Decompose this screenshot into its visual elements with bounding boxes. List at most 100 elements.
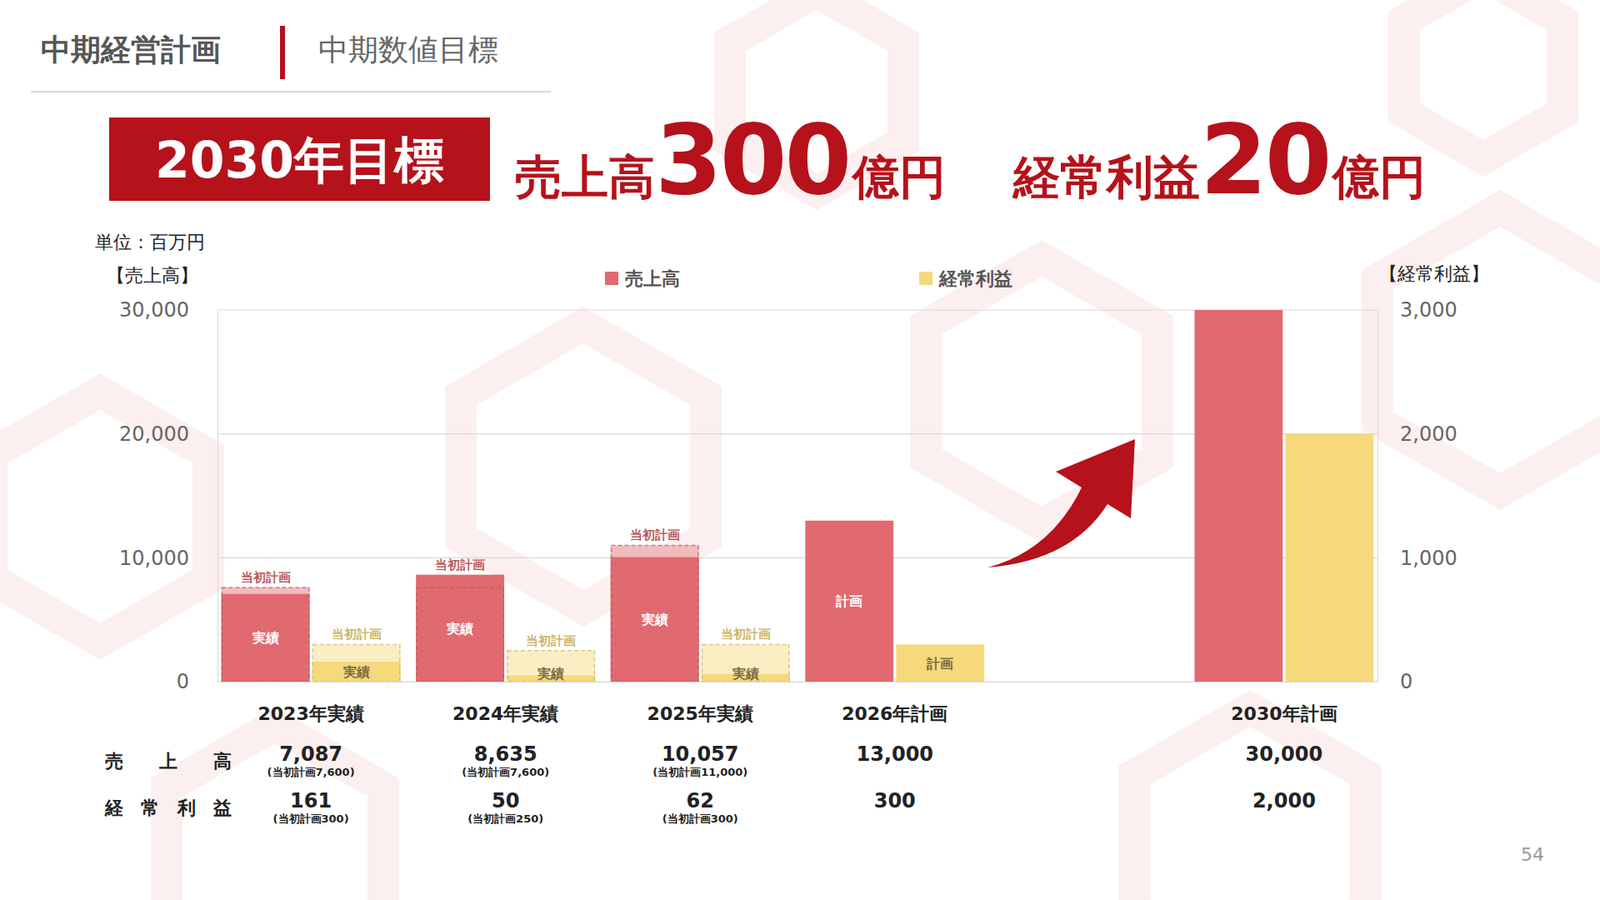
- growth-arrow: [987, 439, 1135, 568]
- tick-label: 1,000: [1400, 546, 1458, 570]
- initial-plan-bar: [221, 587, 310, 682]
- bar: [1194, 310, 1283, 682]
- y-axis-title: 【売上高】: [106, 265, 199, 286]
- initial-plan-label: 当初計画: [630, 527, 680, 543]
- tick-label: 0: [176, 670, 190, 694]
- headline-label: 売上高: [515, 150, 655, 205]
- x-axis: 2023年実績 2024年実績 2025年実績 2026年計画 2030年計画: [218, 681, 1379, 725]
- axis-tick: 0: [176, 670, 218, 694]
- row-label: 売上高: [105, 750, 232, 772]
- legend: 売上高 経常利益: [605, 268, 1013, 290]
- initial-plan-label: 当初計画: [720, 626, 771, 642]
- initial-plan-label: 当初計画: [331, 626, 382, 642]
- axis-line: [217, 310, 219, 683]
- legend-swatch: [919, 271, 933, 285]
- legend-label: 売上高: [625, 268, 680, 290]
- grid: [217, 310, 1378, 682]
- table-note: (当初計画300): [273, 812, 350, 825]
- bar-label: 計画: [925, 655, 954, 672]
- initial-plan-label: 当初計画: [240, 570, 291, 585]
- unit-note: 単位：百万円: [95, 231, 205, 253]
- axis-line: [1377, 310, 1379, 683]
- legend-swatch: [605, 271, 619, 285]
- initial-plan-label: 当初計画: [525, 633, 576, 649]
- table-note: (当初計画11,000): [652, 765, 748, 779]
- initial-plan-outline: [507, 650, 595, 682]
- initial-plan-outline: [611, 545, 699, 682]
- table-note: (当初計画300): [662, 812, 739, 825]
- initial-plan-outline: [221, 587, 309, 682]
- value-table: 売上高7,087(当初計画7,600)8,635(当初計画7,600)10,05…: [104, 742, 1323, 825]
- initial-plan-bar: [610, 545, 700, 682]
- initial-plan-outline: [312, 644, 400, 682]
- axis-tick: 20,000: [119, 422, 218, 446]
- headline-value: 300: [655, 103, 850, 216]
- initial-plan-outline: [702, 644, 790, 682]
- axis-tick: 2026年計画: [841, 681, 948, 725]
- table-value: 8,635: [474, 742, 538, 766]
- axis-tick: 10,000: [119, 546, 218, 570]
- table-value: 7,087: [279, 742, 343, 766]
- bar-labels: 当初計画実績当初計画実績当初計画実績計画当初計画実績当初計画実績当初計画実績計画: [240, 527, 955, 682]
- table-note: (当初計画7,600): [267, 765, 355, 779]
- headline-badge: 2030年目標: [155, 130, 445, 190]
- table-value: 30,000: [1245, 742, 1324, 766]
- bar-label: 計画: [835, 593, 863, 610]
- tick-label: 30,000: [119, 298, 190, 322]
- table-note: (当初計画7,600): [461, 765, 550, 779]
- header-rule: [30, 90, 551, 93]
- initial-plan-bar: [701, 644, 790, 682]
- bar-label: 実績: [251, 630, 280, 646]
- bar-label: 実績: [536, 665, 565, 682]
- axis-tick: 2024年実績: [452, 681, 559, 725]
- table-note: (当初計画250): [467, 812, 544, 825]
- category-label: 2026年計画: [841, 703, 948, 725]
- headline-badge-box: [109, 117, 490, 201]
- axis-tick: 2030年計画: [1230, 681, 1337, 725]
- y-axis: 0 10,000 20,000 30,000: [119, 298, 218, 694]
- bar-label: 実績: [731, 665, 760, 682]
- tick-label: 10,000: [119, 546, 190, 570]
- headline-unit: 億円: [850, 150, 946, 205]
- bar: [895, 644, 985, 682]
- headline-item: 売上高300億円: [515, 103, 946, 216]
- axis-tick: 30,000: [119, 298, 218, 322]
- bar: [610, 556, 700, 682]
- axis-line: [218, 681, 1379, 683]
- header-title: 中期経営計画: [40, 32, 221, 67]
- row-label: 経常利益: [104, 797, 232, 819]
- tick-label: 20,000: [119, 422, 190, 446]
- category-label: 2024年実績: [452, 703, 559, 725]
- initial-plan-outline: [416, 587, 504, 682]
- bar: [805, 520, 894, 682]
- slide-canvas: 中期経営計画中期数値目標2030年目標売上高300億円経常利益20億円単位：百万…: [0, 0, 1600, 900]
- table-value: 10,057: [661, 742, 740, 766]
- category-label: 2030年計画: [1230, 703, 1337, 725]
- axis-tick: 1,000: [1377, 546, 1458, 570]
- tick-label: 2,000: [1400, 422, 1458, 446]
- table-value: 161: [290, 789, 332, 813]
- header-subtitle: 中期数値目標: [318, 32, 499, 67]
- category-label: 2025年実績: [647, 703, 754, 725]
- category-label: 2023年実績: [257, 703, 364, 725]
- bg-hexagon: [1134, 708, 1365, 900]
- bar-label: 実績: [640, 611, 669, 628]
- table-value: 50: [491, 789, 520, 813]
- bg-hexagon: [166, 725, 384, 900]
- headline-item: 経常利益20億円: [1011, 103, 1426, 216]
- bar-label: 実績: [342, 664, 370, 680]
- table-value: 2,000: [1252, 789, 1316, 813]
- slide: 中期経営計画中期数値目標2030年目標売上高300億円経常利益20億円単位：百万…: [0, 0, 1600, 900]
- axis-tick: 2,000: [1377, 422, 1458, 446]
- bg-hexagon: [1404, 0, 1564, 159]
- bg-hexagon: [1377, 208, 1600, 492]
- page-number: 54: [1520, 844, 1545, 865]
- bar: [312, 661, 401, 682]
- bar-label: 実績: [445, 620, 474, 637]
- tick-label: 0: [1400, 670, 1413, 694]
- bars: [221, 310, 1375, 682]
- bar: [415, 575, 505, 682]
- bar: [221, 594, 310, 682]
- table-value: 13,000: [855, 742, 934, 766]
- legend-label: 経常利益: [938, 268, 1013, 290]
